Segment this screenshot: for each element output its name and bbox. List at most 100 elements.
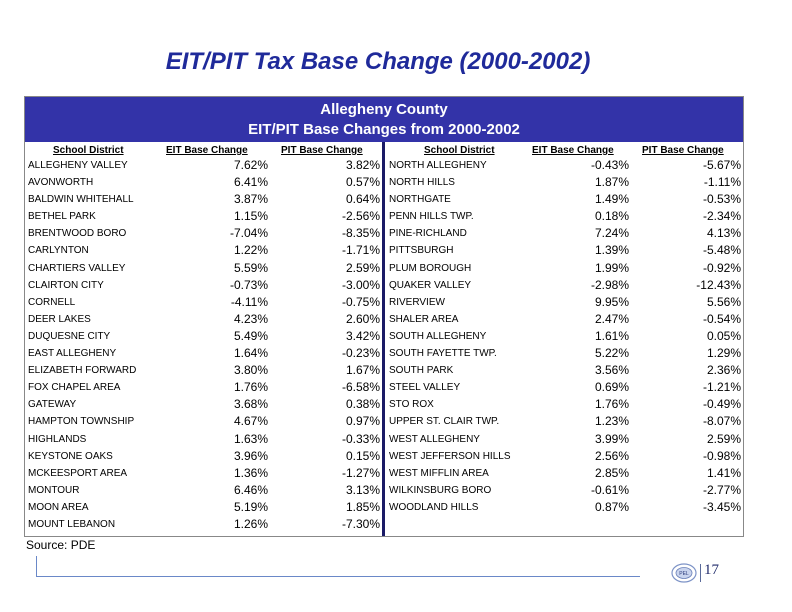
pit-value: -0.54%	[702, 311, 741, 326]
district-name: GATEWAY	[28, 399, 77, 411]
pit-value: 0.15%	[345, 448, 380, 463]
header-pit: PIT Base Change	[642, 145, 724, 156]
district-name: BETHEL PARK	[28, 211, 96, 223]
eit-value: 3.68%	[233, 397, 268, 412]
district-name: MOON AREA	[28, 501, 89, 513]
table-row: KEYSTONE OAKS 3.96% 0.15%	[25, 448, 382, 465]
footer-rule	[36, 576, 640, 577]
district-name: AVONWORTH	[28, 177, 94, 189]
pit-value: 0.05%	[706, 328, 741, 343]
eit-value: 7.62%	[233, 158, 268, 172]
district-name: SOUTH FAYETTE TWP.	[389, 348, 497, 360]
table-row: SOUTH FAYETTE TWP. 5.22% 1.29%	[386, 345, 743, 362]
eit-value: 1.61%	[594, 328, 629, 343]
header-eit: EIT Base Change	[532, 145, 614, 156]
eit-value: 4.67%	[233, 414, 268, 429]
table-row: QUAKER VALLEY -2.98% -12.43%	[386, 277, 743, 294]
table-row: HIGHLANDS 1.63% -0.33%	[25, 431, 382, 448]
table-row: SOUTH ALLEGHENY 1.61% 0.05%	[386, 328, 743, 345]
table-row: WEST MIFFLIN AREA 2.85% 1.41%	[386, 465, 743, 482]
left-rows: ALLEGHENY VALLEY 7.62% 3.82% AVONWORTH 6.41%…	[25, 157, 382, 533]
pit-value: -0.75%	[341, 294, 380, 309]
table-row: PINE-RICHLAND 7.24% 4.13%	[386, 225, 743, 242]
table-row: HAMPTON TOWNSHIP 4.67% 0.97%	[25, 413, 382, 430]
pit-value: -1.21%	[702, 380, 741, 395]
district-name: ALLEGHENY VALLEY	[28, 160, 128, 171]
header-eit: EIT Base Change	[166, 145, 248, 156]
table-row: NORTH HILLS 1.87% -1.11%	[386, 174, 743, 191]
table-row: CARLYNTON 1.22% -1.71%	[25, 242, 382, 259]
table-row: CORNELL -4.11% -0.75%	[25, 294, 382, 311]
pit-value: 2.36%	[706, 363, 741, 378]
district-name: ELIZABETH FORWARD	[28, 365, 137, 377]
table-row: GATEWAY 3.68% 0.38%	[25, 396, 382, 413]
district-name: NORTH HILLS	[389, 177, 455, 189]
district-name: CARLYNTON	[28, 245, 89, 257]
slide-title: EIT/PIT Tax Base Change (2000-2002)	[165, 48, 591, 75]
pit-value: 1.41%	[706, 465, 741, 480]
district-name: HIGHLANDS	[28, 433, 87, 445]
pel-logo-icon: PEL	[671, 563, 697, 583]
district-name: WILKINSBURG BORO	[389, 484, 492, 496]
pit-value: 2.60%	[345, 311, 380, 326]
pit-value: -0.23%	[341, 346, 380, 361]
eit-value: 1.76%	[594, 397, 629, 412]
eit-value: 1.64%	[233, 346, 268, 361]
pit-value: 0.38%	[345, 397, 380, 412]
pit-value: 1.67%	[345, 363, 380, 378]
eit-value: -0.61%	[590, 482, 629, 497]
district-name: CLAIRTON CITY	[28, 279, 104, 291]
district-name: WEST ALLEGHENY	[389, 433, 480, 445]
district-name: STO ROX	[389, 399, 434, 411]
pit-value: -8.35%	[341, 226, 380, 241]
page-number: 17	[704, 562, 719, 578]
eit-value: 6.46%	[233, 482, 268, 497]
district-name: MONTOUR	[28, 484, 80, 496]
district-name: HAMPTON TOWNSHIP	[28, 416, 135, 428]
column-divider	[382, 142, 385, 536]
pit-value: -0.92%	[702, 260, 741, 275]
district-name: DEER LAKES	[28, 313, 91, 325]
pit-value: 2.59%	[345, 260, 380, 275]
header-district: School District	[53, 145, 124, 156]
district-name: CORNELL	[28, 296, 76, 308]
eit-value: 2.56%	[594, 448, 629, 463]
table-row: FOX CHAPEL AREA 1.76% -6.58%	[25, 379, 382, 396]
eit-value: 2.85%	[594, 465, 629, 480]
eit-value: 3.99%	[594, 431, 629, 446]
district-name: DUQUESNE CITY	[28, 330, 111, 342]
eit-value: 3.96%	[233, 448, 268, 463]
eit-value: 0.87%	[594, 499, 629, 514]
district-name: BALDWIN WHITEHALL	[28, 194, 134, 206]
svg-text:PEL: PEL	[679, 571, 689, 577]
table-row: BETHEL PARK 1.15% -2.56%	[25, 208, 382, 225]
district-name: PENN HILLS TWP.	[389, 211, 474, 223]
eit-value: 1.49%	[594, 192, 629, 207]
eit-value: 1.23%	[594, 414, 629, 429]
eit-value: 3.80%	[233, 363, 268, 378]
district-name: PLUM BOROUGH	[389, 262, 472, 274]
pit-value: 3.42%	[345, 328, 380, 343]
pit-value: 3.82%	[345, 158, 380, 172]
table-row: ELIZABETH FORWARD 3.80% 1.67%	[25, 362, 382, 379]
left-half: School District EIT Base Change PIT Base…	[25, 145, 382, 533]
table-row: WILKINSBURG BORO -0.61% -2.77%	[386, 482, 743, 499]
district-name: BRENTWOOD BORO	[28, 228, 127, 240]
pit-value: -3.45%	[702, 499, 741, 514]
eit-value: 7.24%	[594, 226, 629, 241]
pit-value: -8.07%	[702, 414, 741, 429]
table-row: PENN HILLS TWP. 0.18% -2.34%	[386, 208, 743, 225]
eit-value: 5.22%	[594, 346, 629, 361]
eit-value: 0.69%	[594, 380, 629, 395]
eit-value: 1.99%	[594, 260, 629, 275]
eit-value: -0.73%	[229, 277, 268, 292]
district-name: SOUTH PARK	[389, 365, 454, 377]
table-row: AVONWORTH 6.41% 0.57%	[25, 174, 382, 191]
eit-value: 0.18%	[594, 209, 629, 224]
district-name: UPPER ST. CLAIR TWP.	[389, 416, 500, 428]
eit-value: 1.36%	[233, 465, 268, 480]
pit-value: -0.53%	[702, 192, 741, 207]
district-name: KEYSTONE OAKS	[28, 450, 113, 462]
table-row: DEER LAKES 4.23% 2.60%	[25, 311, 382, 328]
district-name: NORTHGATE	[389, 194, 451, 206]
